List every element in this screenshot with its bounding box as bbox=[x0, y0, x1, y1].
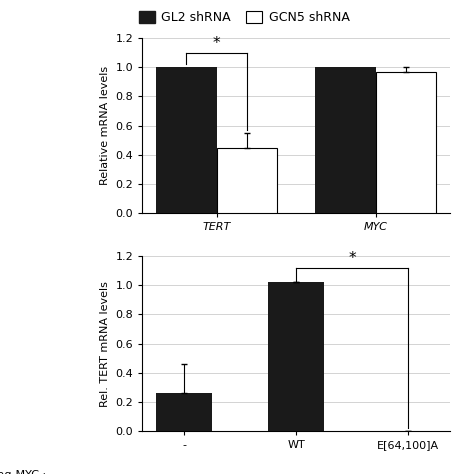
Bar bbox=[315, 67, 376, 213]
Y-axis label: Rel. TERT mRNA levels: Rel. TERT mRNA levels bbox=[100, 281, 110, 407]
Bar bbox=[217, 147, 277, 213]
Y-axis label: Relative mRNA levels: Relative mRNA levels bbox=[100, 66, 110, 185]
Bar bbox=[376, 72, 436, 213]
Bar bbox=[268, 283, 324, 431]
Bar bbox=[156, 67, 217, 213]
Legend: GL2 shRNA, GCN5 shRNA: GL2 shRNA, GCN5 shRNA bbox=[139, 11, 349, 24]
Text: *: * bbox=[348, 251, 356, 266]
Text: Flag-MYC :: Flag-MYC : bbox=[0, 470, 46, 474]
Text: *: * bbox=[213, 36, 220, 51]
Bar bbox=[156, 393, 212, 431]
